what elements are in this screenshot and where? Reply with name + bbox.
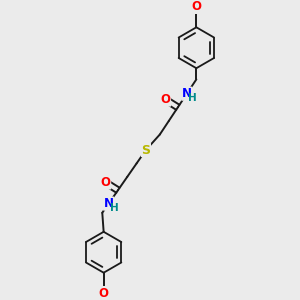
Text: H: H: [188, 93, 197, 103]
Text: O: O: [99, 287, 109, 300]
Text: N: N: [104, 197, 114, 210]
Text: O: O: [100, 176, 111, 189]
Text: O: O: [191, 0, 201, 13]
Text: O: O: [160, 93, 170, 106]
Text: N: N: [182, 87, 192, 100]
Text: S: S: [141, 143, 150, 157]
Text: H: H: [110, 203, 119, 213]
